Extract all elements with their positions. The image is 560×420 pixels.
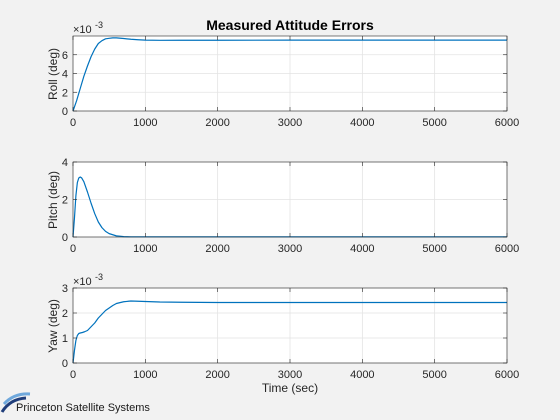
yaw-subplot: 0 1000 2000 3000 4000 5000 6000 0 1 2 3 ×10 -3 Yaw (d… <box>46 272 519 395</box>
yaw-y-tick-label: 1 <box>62 333 68 345</box>
roll-x-tick-label: 0 <box>70 117 76 129</box>
roll-x-tick-label: 6000 <box>495 117 519 129</box>
pitch-x-tick-label: 0 <box>70 243 76 255</box>
yaw-x-tick-label: 4000 <box>350 369 374 381</box>
roll-y-tick-label: 0 <box>62 106 68 118</box>
roll-x-tick-label: 5000 <box>422 117 446 129</box>
yaw-x-tick-label: 5000 <box>422 369 446 381</box>
pitch-y-tick-label: 2 <box>62 195 68 207</box>
roll-y-axis-label: Roll (deg) <box>46 48 60 100</box>
roll-x-tick-label: 2000 <box>205 117 229 129</box>
logo-text: Princeton Satellite Systems <box>16 402 150 414</box>
roll-x-tick-label: 4000 <box>350 117 374 129</box>
roll-y-exponent-label: ×10 <box>73 24 92 36</box>
figure-title: Measured Attitude Errors <box>206 17 374 33</box>
pitch-y-tick-label: 0 <box>62 232 68 244</box>
roll-x-tick-label: 1000 <box>133 117 157 129</box>
pitch-x-tick-label: 1000 <box>133 243 157 255</box>
roll-y-exponent-power: -3 <box>95 20 103 30</box>
pitch-y-tick-label: 4 <box>62 157 68 169</box>
yaw-x-tick-label: 3000 <box>278 369 302 381</box>
yaw-y-tick-label: 3 <box>62 283 68 295</box>
pitch-y-axis-label: Pitch (deg) <box>46 171 60 229</box>
roll-subplot: 0 1000 2000 3000 4000 5000 6000 0 2 4 6 ×10 -3 Roll (… <box>46 20 519 129</box>
logo-swoosh-dark-icon <box>0 396 27 413</box>
yaw-series-line <box>72 300 507 364</box>
yaw-y-exponent-label: ×10 <box>73 276 92 288</box>
yaw-y-exponent-power: -3 <box>95 272 103 282</box>
pitch-x-tick-label: 2000 <box>205 243 229 255</box>
roll-x-tick-label: 3000 <box>278 117 302 129</box>
roll-series-line <box>72 37 507 112</box>
yaw-x-tick-label: 2000 <box>205 369 229 381</box>
pitch-x-tick-label: 4000 <box>350 243 374 255</box>
roll-y-tick-label: 2 <box>62 87 68 99</box>
yaw-y-axis-label: Yaw (deg) <box>46 299 60 353</box>
logo-swoosh-light-icon <box>2 392 31 406</box>
roll-y-tick-label: 4 <box>62 69 68 81</box>
yaw-x-tick-label: 1000 <box>133 369 157 381</box>
yaw-x-axis-label: Time (sec) <box>262 381 318 395</box>
pitch-x-tick-label: 5000 <box>422 243 446 255</box>
yaw-x-tick-label: 0 <box>70 369 76 381</box>
yaw-y-tick-label: 0 <box>62 358 68 370</box>
pitch-x-tick-label: 3000 <box>278 243 302 255</box>
roll-y-tick-label: 6 <box>62 50 68 62</box>
pitch-x-tick-label: 6000 <box>495 243 519 255</box>
yaw-y-tick-label: 2 <box>62 308 68 320</box>
yaw-x-tick-label: 6000 <box>495 369 519 381</box>
princeton-satellite-systems-logo: Princeton Satellite Systems <box>0 392 150 414</box>
